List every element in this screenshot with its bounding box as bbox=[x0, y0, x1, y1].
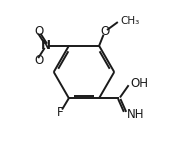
Text: O: O bbox=[100, 25, 109, 38]
Text: O: O bbox=[35, 54, 44, 67]
Text: N: N bbox=[41, 39, 51, 52]
Text: NH: NH bbox=[126, 108, 144, 121]
Text: OH: OH bbox=[131, 77, 149, 90]
Text: CH₃: CH₃ bbox=[120, 16, 139, 26]
Text: O: O bbox=[35, 25, 44, 38]
Text: F: F bbox=[57, 106, 64, 119]
